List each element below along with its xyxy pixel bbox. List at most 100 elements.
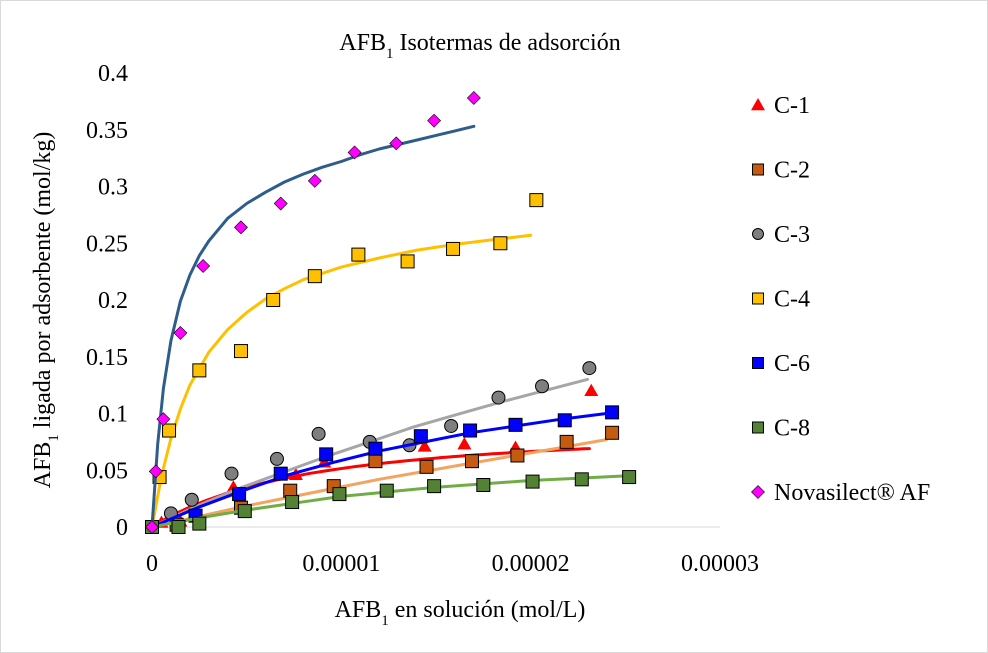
data-point: [232, 487, 247, 502]
x-tick-label: 0: [146, 551, 158, 577]
legend-marker: [752, 357, 764, 369]
data-point: [622, 470, 637, 485]
legend-marker: [751, 98, 765, 111]
y-axis-ticks: 0 0.05 0.1 0.15 0.2 0.25 0.3 0.35 0.4: [86, 61, 128, 541]
series-fit-line: [150, 233, 533, 529]
data-point: [273, 466, 288, 481]
series-group: [145, 405, 620, 534]
legend-item: C-6: [752, 351, 810, 377]
x-tick-label: 0.00001: [302, 551, 380, 577]
data-point: [192, 363, 207, 378]
y-tick-label: 0.1: [98, 402, 128, 428]
data-point: [446, 241, 461, 256]
data-point: [347, 145, 362, 160]
legend: C-1 C-2 C-3 C-4 C-6 C-8 Novasilect® AF: [751, 93, 930, 506]
data-point: [535, 379, 550, 394]
data-point: [557, 413, 572, 428]
data-point: [307, 173, 322, 188]
y-tick-label: 0.3: [98, 175, 128, 201]
data-point: [444, 418, 459, 433]
data-point: [311, 426, 326, 441]
data-point: [234, 220, 248, 235]
y-tick-label: 0.4: [98, 61, 128, 87]
data-point: [171, 520, 186, 534]
data-point: [574, 472, 589, 487]
plot-area: [145, 91, 720, 534]
legend-marker: [752, 228, 764, 240]
data-point: [457, 437, 472, 450]
y-tick-label: 0.25: [86, 231, 128, 257]
data-point: [145, 520, 159, 534]
x-axis-label: AFB1 en solución (mol/L): [335, 597, 586, 629]
data-point: [156, 412, 171, 427]
data-point: [266, 293, 281, 307]
data-point: [605, 405, 620, 420]
data-point: [529, 193, 544, 208]
data-point: [463, 423, 478, 438]
data-point: [368, 441, 383, 456]
data-point: [419, 459, 434, 474]
series-group: [145, 91, 481, 534]
data-point: [192, 516, 207, 531]
data-point: [417, 439, 432, 452]
data-point: [493, 236, 508, 251]
data-point: [584, 383, 599, 397]
legend-item: C-8: [752, 416, 810, 442]
data-point: [389, 136, 404, 151]
data-point: [307, 269, 322, 284]
legend-label: C-4: [774, 287, 810, 313]
legend-label: Novasilect® AF: [774, 480, 930, 506]
y-tick-label: 0.15: [86, 345, 128, 371]
data-point: [273, 196, 288, 211]
data-point: [427, 479, 442, 494]
data-point: [237, 504, 252, 519]
x-tick-label: 0.00002: [492, 551, 570, 577]
data-point: [269, 451, 284, 466]
series-fit-line: [150, 124, 476, 529]
legend-item: C-4: [752, 287, 810, 313]
legend-marker: [752, 292, 764, 305]
data-point: [319, 447, 334, 462]
legend-label: C-6: [774, 351, 810, 377]
data-point: [196, 259, 211, 273]
data-point: [400, 254, 415, 269]
data-point: [368, 454, 383, 469]
series-group: [145, 193, 544, 534]
data-point: [224, 466, 239, 481]
legend-label: C-2: [774, 158, 810, 184]
y-tick-label: 0.2: [98, 288, 128, 314]
data-point: [184, 492, 199, 507]
data-point: [351, 247, 366, 262]
data-point: [559, 434, 574, 449]
data-point: [332, 487, 347, 502]
legend-label: C-3: [774, 222, 810, 248]
x-axis-ticks: 0 0.00001 0.00002 0.00003: [146, 551, 759, 577]
y-tick-label: 0.05: [86, 458, 128, 484]
data-point: [466, 91, 481, 105]
data-point: [427, 113, 442, 128]
legend-item: C-3: [752, 222, 810, 248]
data-point: [173, 325, 188, 340]
series-fit-line: [150, 438, 608, 529]
data-point: [476, 478, 491, 493]
legend-marker: [752, 163, 764, 176]
data-point: [464, 454, 479, 469]
y-tick-label: 0.35: [86, 118, 128, 144]
data-point: [162, 423, 177, 438]
legend-marker: [751, 485, 765, 499]
legend-label: C-8: [774, 416, 810, 442]
chart-title: AFB1 Isotermas de adsorción: [339, 30, 620, 62]
data-point: [605, 425, 620, 440]
data-point: [508, 417, 523, 432]
legend-item: C-2: [752, 158, 810, 184]
legend-item: C-1: [751, 93, 810, 119]
data-point: [285, 495, 300, 510]
legend-item: Novasilect® AF: [751, 480, 930, 506]
data-point: [379, 483, 394, 498]
data-point: [510, 448, 525, 463]
y-axis-label: AFB1 ligada por adsorbente (mol/kg): [30, 132, 62, 489]
y-tick-label: 0: [116, 515, 128, 541]
data-point: [233, 344, 248, 359]
legend-label: C-1: [774, 93, 810, 119]
